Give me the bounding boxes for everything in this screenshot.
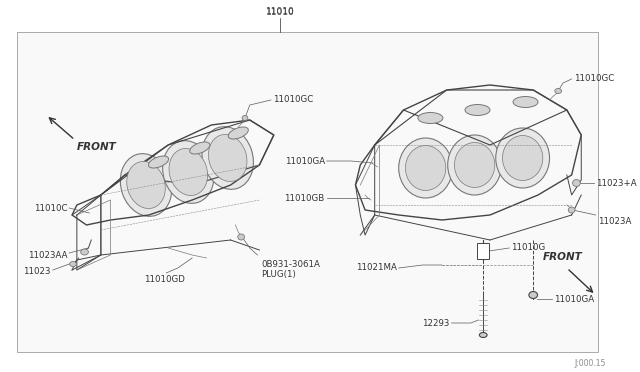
Text: FRONT: FRONT [77,142,116,152]
Ellipse shape [81,249,88,255]
Text: 11023A: 11023A [598,217,631,226]
Bar [477,243,489,259]
Text: 11010GC: 11010GC [273,94,313,103]
Ellipse shape [209,135,247,182]
Bar [17,32,598,352]
Ellipse shape [242,115,248,121]
Ellipse shape [513,96,538,108]
Ellipse shape [479,333,487,337]
Ellipse shape [120,154,172,217]
Text: 11023AA: 11023AA [28,250,67,260]
Ellipse shape [454,142,495,187]
Text: 0B931-3061A
PLUG(1): 0B931-3061A PLUG(1) [261,260,320,279]
Ellipse shape [148,156,168,168]
Ellipse shape [573,180,580,186]
Text: 11010: 11010 [266,8,295,17]
Ellipse shape [163,141,214,203]
Text: 11010GB: 11010GB [285,193,324,202]
Text: 11021MA: 11021MA [356,263,397,273]
Text: 11023: 11023 [24,267,51,276]
Ellipse shape [190,142,210,154]
Ellipse shape [169,148,207,196]
Ellipse shape [202,126,253,189]
Ellipse shape [238,234,244,240]
Ellipse shape [405,145,446,190]
Text: FRONT: FRONT [543,252,582,262]
Ellipse shape [418,112,443,124]
Text: 11010: 11010 [266,7,295,16]
Ellipse shape [529,292,538,298]
Text: 11023+A: 11023+A [596,179,636,187]
Ellipse shape [127,161,165,209]
Ellipse shape [70,262,76,266]
Text: 11010G: 11010G [511,243,545,251]
Ellipse shape [399,138,452,198]
Ellipse shape [228,127,248,139]
Ellipse shape [465,105,490,115]
Text: 11010GA: 11010GA [285,157,324,166]
Text: 11010C: 11010C [34,203,67,212]
Text: 11010GA: 11010GA [554,295,595,304]
Ellipse shape [448,135,502,195]
Ellipse shape [496,128,550,188]
Text: 11010GD: 11010GD [144,275,185,284]
Text: J:000.15: J:000.15 [574,359,605,368]
Ellipse shape [568,207,575,213]
Ellipse shape [502,135,543,180]
Text: 12293: 12293 [422,318,450,327]
Text: J:000.15: J:000.15 [574,359,605,368]
Text: 11010GC: 11010GC [573,74,614,83]
Ellipse shape [555,89,561,93]
